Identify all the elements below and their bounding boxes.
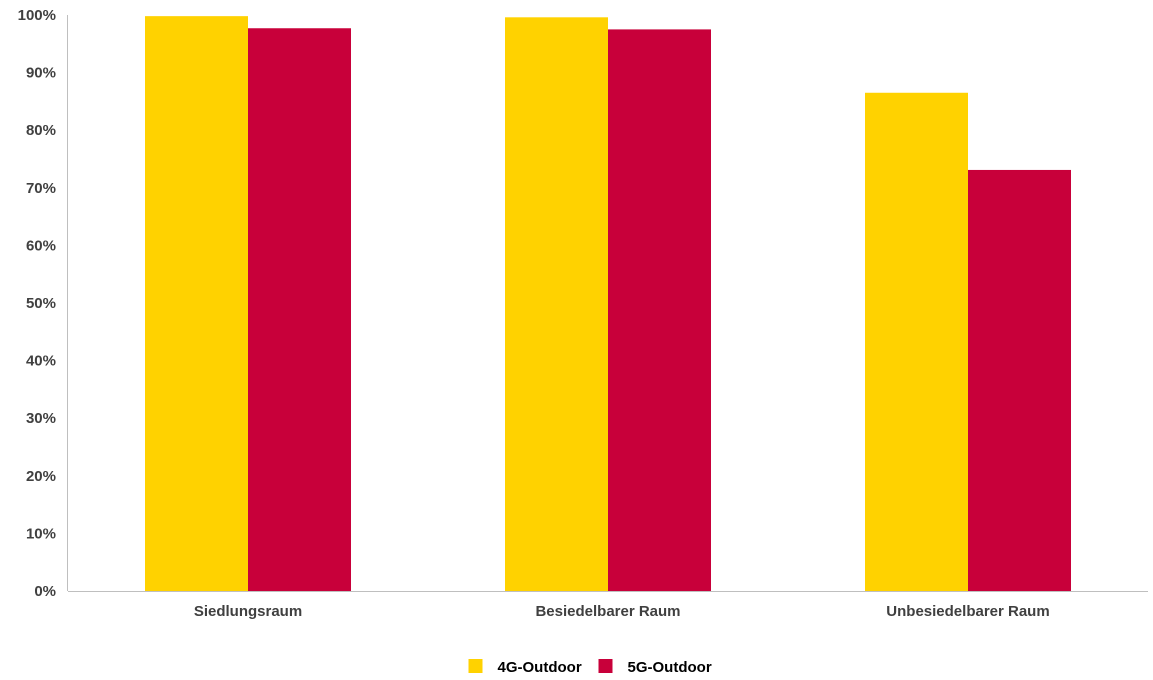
y-tick-label: 80% bbox=[26, 122, 56, 139]
y-axis: 0% 10% 20% 30% 40% 50% 60% 70% 80% 90% 100% bbox=[18, 7, 68, 600]
x-axis: Siedlungsraum Besiedelbarer Raum Unbesiede… bbox=[68, 591, 1148, 620]
y-tick-label: 60% bbox=[26, 237, 56, 254]
y-tick-label: 100% bbox=[18, 7, 56, 24]
legend-label: 5G-Outdoor bbox=[628, 659, 712, 676]
y-tick-label: 0% bbox=[34, 583, 56, 600]
x-category-label: Unbesiedelbarer Raum bbox=[886, 603, 1049, 620]
y-tick-label: 10% bbox=[26, 525, 56, 542]
bars bbox=[145, 16, 1071, 592]
x-category-label: Siedlungsraum bbox=[194, 603, 302, 620]
legend-label: 4G-Outdoor bbox=[498, 659, 582, 676]
legend-swatch bbox=[468, 659, 483, 673]
y-tick-label: 50% bbox=[26, 295, 56, 312]
y-tick-label: 20% bbox=[26, 468, 56, 485]
bar-4g-outdoor-2 bbox=[865, 92, 968, 591]
bar-4g-outdoor-0 bbox=[145, 16, 248, 592]
y-tick-label: 30% bbox=[26, 410, 56, 427]
x-category-label: Besiedelbarer Raum bbox=[535, 603, 680, 620]
y-tick-label: 70% bbox=[26, 180, 56, 197]
y-tick-label: 40% bbox=[26, 353, 56, 370]
bar-5g-outdoor-0 bbox=[248, 28, 351, 592]
legend-swatch bbox=[598, 659, 613, 673]
legend: 4G-Outdoor 5G-Outdoor bbox=[468, 659, 712, 676]
y-tick-label: 90% bbox=[26, 65, 56, 82]
bar-4g-outdoor-1 bbox=[505, 17, 608, 591]
bar-5g-outdoor-1 bbox=[608, 29, 711, 591]
bar-5g-outdoor-2 bbox=[968, 169, 1071, 591]
